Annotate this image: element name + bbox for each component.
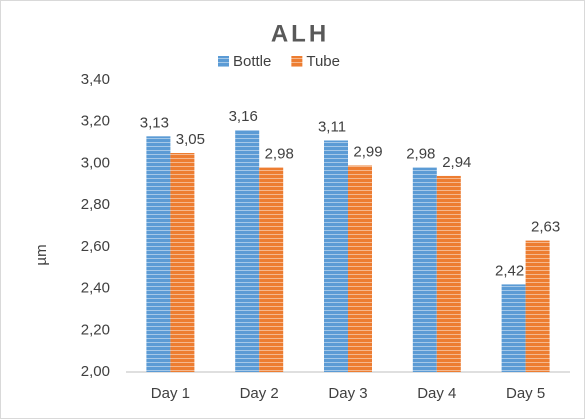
bar	[146, 136, 171, 372]
bar	[259, 167, 284, 372]
x-tick-label: Day 1	[151, 385, 190, 402]
y-tick-label: 3,20	[81, 113, 110, 130]
data-label: 3,16	[229, 108, 258, 125]
x-tick-label: Day 2	[240, 385, 279, 402]
y-tick-label: 2,60	[81, 238, 110, 255]
y-axis-label: µm	[33, 244, 50, 265]
legend-label: Tube	[306, 53, 340, 70]
data-label: 2,98	[406, 146, 435, 163]
bar	[348, 165, 372, 372]
y-tick-label: 2,20	[81, 321, 110, 338]
bar	[170, 153, 195, 372]
y-tick-label: 2,00	[81, 363, 110, 380]
bar	[525, 240, 550, 372]
data-label: 3,05	[176, 131, 205, 148]
x-tick-label: Day 3	[328, 385, 367, 402]
y-tick-label: 3,40	[81, 71, 110, 88]
y-tick-label: 2,40	[81, 280, 110, 297]
x-tick-label: Day 4	[417, 385, 456, 402]
legend-label: Bottle	[233, 53, 271, 70]
data-label: 2,99	[353, 143, 382, 160]
legend-swatch	[291, 56, 303, 67]
bar	[235, 130, 260, 372]
chart-title: ALH	[271, 20, 329, 47]
data-label: 3,11	[318, 118, 346, 135]
data-label: 2,63	[531, 219, 560, 236]
y-tick-label: 3,00	[81, 154, 110, 171]
x-tick-label: Day 5	[506, 385, 545, 402]
bar	[324, 140, 348, 372]
bar	[436, 175, 461, 372]
data-label: 2,42	[495, 262, 524, 279]
bar	[412, 167, 437, 372]
data-label: 2,98	[265, 146, 294, 163]
bar	[501, 284, 526, 372]
data-label: 3,13	[140, 114, 169, 131]
y-tick-label: 2,80	[81, 196, 110, 213]
data-label: 2,94	[442, 154, 471, 171]
legend-swatch	[218, 56, 229, 67]
